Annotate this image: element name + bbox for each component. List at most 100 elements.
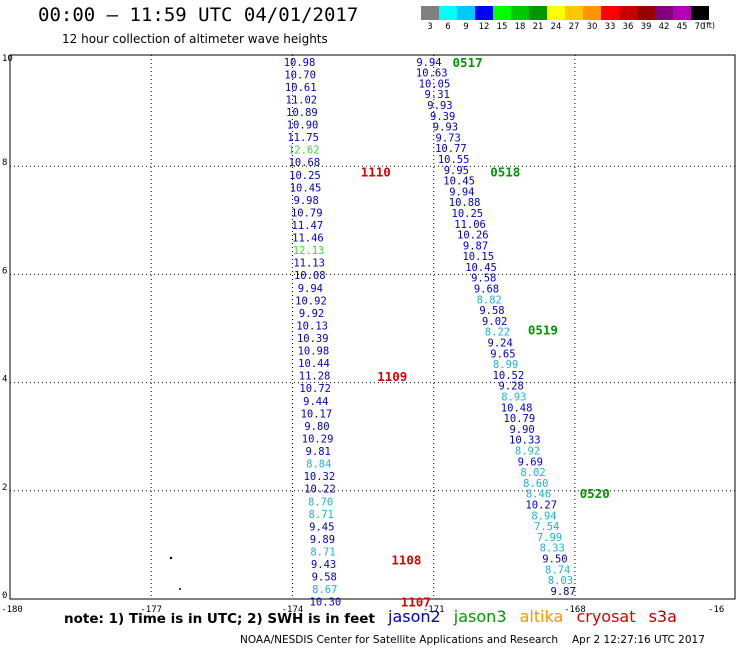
colorbar-swatch — [547, 6, 565, 20]
legend-s3a: s3a — [648, 607, 677, 626]
wave-height-west: 9.89 — [310, 534, 335, 546]
wave-height-west: 10.29 — [302, 433, 334, 445]
pass-time-label: 0519 — [528, 323, 558, 338]
longitude-tick-label: -168 — [564, 605, 586, 615]
wave-height-west: 10.22 — [304, 484, 336, 496]
wave-height-west: 10.72 — [299, 383, 331, 395]
wave-height-east: 8.02 — [520, 467, 545, 479]
pass-time-label: 0518 — [490, 165, 520, 180]
wave-height-east: 8.74 — [545, 564, 570, 576]
wave-height-east: 8.93 — [501, 392, 526, 404]
colorbar-unit: (ft) — [703, 21, 716, 30]
wave-height-west: 9.43 — [311, 559, 336, 571]
colorbar-swatch — [421, 6, 439, 20]
wave-height-west: 10.92 — [295, 295, 327, 307]
pass-time-label: 1110 — [361, 165, 391, 180]
pass-time-label: 0520 — [580, 486, 610, 501]
satellite-tracks: 10.9810.7010.6111.0210.8910.9011.7512.62… — [284, 57, 576, 609]
colorbar-swatch — [439, 6, 457, 20]
wave-height-west: 10.68 — [289, 157, 321, 169]
island-dot — [169, 556, 173, 560]
longitude-tick-label: -171 — [423, 605, 445, 615]
wave-height-west: 11.47 — [292, 220, 324, 232]
colorbar-label: 36 — [622, 22, 634, 32]
wave-height-west: 9.81 — [306, 446, 331, 458]
wave-height-east: 8.33 — [540, 543, 565, 555]
wave-height-west: 8.67 — [312, 584, 337, 596]
colorbar-swatch — [637, 6, 655, 20]
wave-height-west: 8.71 — [309, 509, 334, 521]
colorbar-swatch — [493, 6, 511, 20]
wave-height-west: 8.71 — [310, 546, 335, 558]
wave-height-west: 12.13 — [293, 245, 325, 257]
latitude-tick-label: 10 — [2, 54, 13, 64]
wave-height-west: 10.32 — [304, 471, 336, 483]
wave-height-west: 10.61 — [285, 82, 317, 94]
wave-height-west: 10.44 — [298, 358, 330, 370]
colorbar-label: 27 — [568, 22, 580, 32]
wave-height-west: 9.92 — [299, 308, 324, 320]
colorbar-swatch — [655, 6, 673, 20]
colorbar-label: 6 — [445, 22, 451, 32]
wave-height-west: 9.80 — [304, 421, 329, 433]
wave-height-west: 10.13 — [296, 320, 328, 332]
map-subtitle: 12 hour collection of altimeter wave hei… — [62, 32, 328, 46]
wave-height-west: 10.79 — [291, 207, 323, 219]
colorbar-label: 39 — [640, 22, 652, 32]
map-frame — [9, 54, 736, 600]
wave-height-east: 8.03 — [548, 575, 573, 587]
wave-height-east: 9.90 — [509, 424, 534, 436]
wave-height-west: 10.98 — [284, 57, 316, 69]
colorbar-label: 33 — [604, 22, 616, 32]
pass-time-labels: 1110 1109 1108 1107 0517 0518 0519 0520 — [361, 55, 610, 610]
colorbar-label: 42 — [658, 22, 670, 32]
wave-height-east: 9.31 — [425, 89, 450, 101]
wave-height-east: 10.33 — [509, 435, 541, 447]
wave-height-east: 10.88 — [449, 197, 481, 209]
colorbar-label: 12 — [478, 22, 490, 32]
wave-height-east: 9.93 — [427, 100, 452, 112]
wave-height-east: 9.87 — [551, 586, 576, 598]
colorbar-swatch — [511, 6, 529, 20]
wave-height-east: 10.26 — [457, 230, 489, 242]
footer-credit-line: NOAA/NESDIS Center for Satellite Applica… — [240, 634, 705, 646]
legend-altika: altika — [519, 607, 564, 626]
wave-height-east: 8.82 — [477, 294, 502, 306]
longitude-tick-label: -177 — [140, 605, 162, 615]
colorbar-swatch — [475, 6, 493, 20]
wave-height-east: 8.92 — [515, 446, 540, 458]
colorbar-label: 45 — [676, 22, 688, 32]
wave-height-east: 10.27 — [525, 500, 557, 512]
wave-height-east: 10.55 — [438, 154, 470, 166]
wave-height-east: 9.58 — [471, 273, 496, 285]
pass-time-label: 1107 — [401, 595, 431, 610]
colorbar-label: 3 — [427, 22, 433, 32]
wave-height-east: 9.39 — [430, 111, 455, 123]
wave-height-west: 10.08 — [294, 270, 326, 282]
colorbar-label: 9 — [463, 22, 469, 32]
wave-height-east: 10.79 — [504, 413, 536, 425]
footer-credit: NOAA/NESDIS Center for Satellite Applica… — [240, 634, 558, 646]
wave-height-west: 10.30 — [310, 597, 342, 609]
wave-height-west: 11.46 — [292, 233, 324, 245]
longitude-tick-label: -180 — [1, 605, 23, 615]
colorbar-label: 24 — [550, 22, 562, 32]
colorbar-label: 30 — [586, 22, 598, 32]
wave-height-west: 9.44 — [303, 396, 328, 408]
wave-height-east: 11.06 — [454, 219, 486, 231]
wave-height-east: 8.22 — [485, 327, 510, 339]
colorbar-swatch — [601, 6, 619, 20]
colorbar-swatch — [457, 6, 475, 20]
wave-height-west: 11.75 — [287, 132, 319, 144]
colorbar-label: 21 — [532, 22, 544, 32]
colorbar-swatch — [529, 6, 547, 20]
legend-jason2: jason2 — [388, 607, 441, 626]
footer-note: note: 1) Time is in UTC; 2) SWH is in fe… — [64, 611, 375, 627]
wave-height-west: 9.45 — [309, 521, 334, 533]
colorbar-swatch — [583, 6, 601, 20]
wave-height-west: 10.70 — [284, 69, 316, 81]
wave-height-east: 9.87 — [463, 240, 488, 252]
colorbar-swatch — [673, 6, 691, 20]
legend-jason3: jason3 — [453, 607, 507, 626]
